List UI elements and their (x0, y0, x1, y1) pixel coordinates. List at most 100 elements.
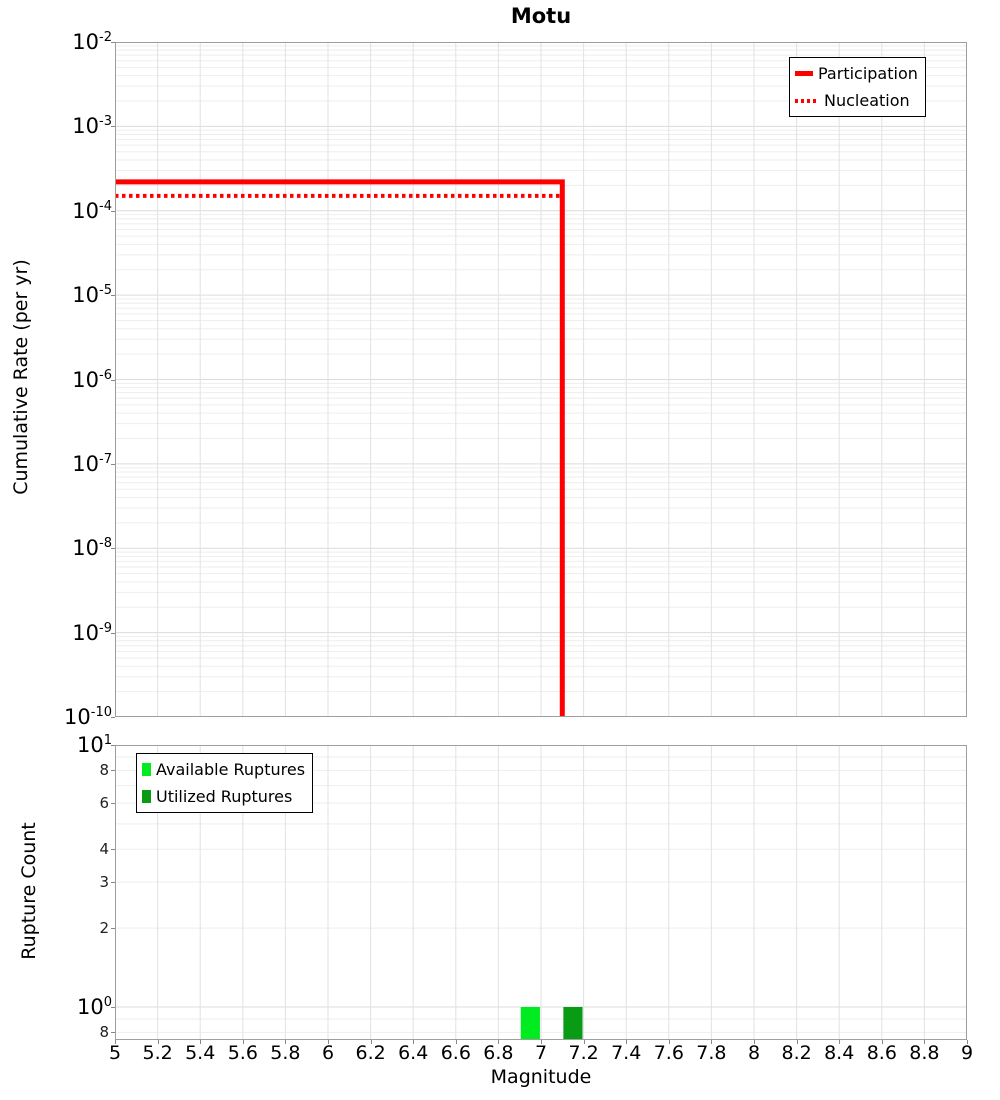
series-nucleation-line (115, 193, 565, 717)
chart-title: Motu (510, 4, 572, 28)
x-tick-label: 8.4 (824, 1042, 855, 1064)
y-tick-label: 10-8 (72, 536, 112, 561)
tick-mark (200, 1040, 202, 1044)
x-tick-label: 8.6 (866, 1042, 897, 1064)
y-tick-label: 100 (76, 995, 112, 1019)
tick-mark (111, 548, 115, 550)
rupture-legend: Available Ruptures Utilized Ruptures (136, 753, 314, 813)
y-tick-label: 10-7 (72, 451, 112, 476)
tick-mark (111, 463, 115, 465)
tick-mark (111, 210, 115, 212)
participation-line-swatch (795, 71, 813, 76)
tick-mark (413, 1040, 415, 1044)
x-tick-label: 8.8 (909, 1042, 940, 1064)
tick-mark (111, 1032, 115, 1034)
bottom-plot-border (115, 745, 967, 1040)
bar-utilized-ruptures (563, 1007, 583, 1040)
top-plot-canvas (115, 42, 967, 717)
available-ruptures-swatch (142, 763, 151, 776)
tick-mark (157, 1040, 159, 1044)
tick-mark (285, 1040, 287, 1044)
top-plot-border (115, 42, 967, 717)
x-tick-label: 7.4 (611, 1042, 642, 1064)
x-tick-label: 8 (747, 1042, 761, 1064)
legend-row-participation: Participation (795, 60, 918, 87)
tick-mark (115, 1040, 116, 1044)
y-tick-label: 10-6 (72, 367, 112, 392)
tick-mark (924, 1040, 926, 1044)
tick-mark (111, 770, 115, 772)
legend-label-available: Available Ruptures (156, 760, 306, 779)
x-tick-label: 5.6 (227, 1042, 258, 1064)
y-tick-label: 10-4 (72, 198, 112, 223)
x-tick-label: 5.8 (270, 1042, 301, 1064)
tick-mark (111, 379, 115, 381)
y-tick-label: 101 (76, 733, 112, 757)
y-tick-label: 10-9 (72, 620, 112, 645)
x-tick-label: 7 (534, 1042, 548, 1064)
legend-row-utilized: Utilized Ruptures (142, 783, 305, 810)
tick-mark (111, 803, 115, 805)
y-minor-tick-label: 8 (99, 761, 109, 780)
x-tick-label: 7.6 (653, 1042, 684, 1064)
y-minor-tick-label: 6 (99, 794, 109, 813)
rate-legend: Participation Nucleation (789, 57, 926, 117)
tick-mark (541, 1040, 542, 1044)
tick-mark (754, 1040, 755, 1044)
tick-mark (839, 1040, 841, 1044)
tick-mark (111, 745, 115, 746)
tick-mark (111, 928, 115, 930)
legend-row-available: Available Ruptures (142, 756, 305, 783)
y-tick-label: 10-2 (72, 30, 112, 54)
x-tick-label: 6.2 (355, 1042, 386, 1064)
x-tick-label: 5.4 (185, 1042, 216, 1064)
x-tick-label: 8.2 (781, 1042, 812, 1064)
x-tick-label: 6.4 (398, 1042, 429, 1064)
x-tick-label: 5 (108, 1042, 122, 1064)
tick-mark (328, 1040, 329, 1044)
legend-label-utilized: Utilized Ruptures (156, 787, 293, 806)
nucleation-line-swatch (795, 98, 819, 103)
y-minor-tick-label: 3 (99, 872, 109, 891)
tick-mark (626, 1040, 628, 1044)
tick-mark (583, 1040, 585, 1044)
tick-mark (111, 42, 115, 43)
tick-mark (967, 1040, 968, 1044)
x-tick-label: 6.8 (483, 1042, 514, 1064)
legend-row-nucleation: Nucleation (795, 87, 918, 114)
tick-mark (111, 126, 115, 128)
tick-mark (111, 881, 115, 883)
x-tick-label: 6 (321, 1042, 335, 1064)
y-minor-tick-label: 2 (99, 919, 109, 938)
series-participation-line (115, 179, 565, 717)
tick-mark (881, 1040, 883, 1044)
bottom-plot-canvas (115, 745, 967, 1040)
x-tick-label: 5.2 (142, 1042, 173, 1064)
utilized-ruptures-swatch (142, 790, 151, 803)
tick-mark (498, 1040, 500, 1044)
x-tick-label: 7.8 (696, 1042, 727, 1064)
y-minor-tick-label: 8 (99, 1023, 109, 1042)
x-tick-label: 7.2 (568, 1042, 599, 1064)
bar-available-ruptures (520, 1007, 540, 1040)
legend-label-nucleation: Nucleation (824, 91, 910, 110)
y-minor-tick-label: 4 (99, 840, 109, 859)
tick-mark (796, 1040, 798, 1044)
x-tick-label: 9 (960, 1042, 974, 1064)
x-axis-label: Magnitude (490, 1066, 592, 1088)
x-tick-label: 6.6 (440, 1042, 471, 1064)
tick-mark (242, 1040, 244, 1044)
tick-mark (111, 632, 115, 634)
tick-mark (455, 1040, 457, 1044)
y-tick-label: 10-3 (72, 114, 112, 139)
y-tick-label: 10-5 (72, 283, 112, 308)
tick-mark (111, 717, 115, 718)
tick-mark (111, 1007, 115, 1008)
tick-mark (111, 295, 115, 297)
legend-label-participation: Participation (818, 64, 918, 83)
tick-mark (111, 849, 115, 851)
tick-mark (370, 1040, 372, 1044)
tick-mark (711, 1040, 713, 1044)
y-tick-label: 10-10 (64, 705, 112, 729)
